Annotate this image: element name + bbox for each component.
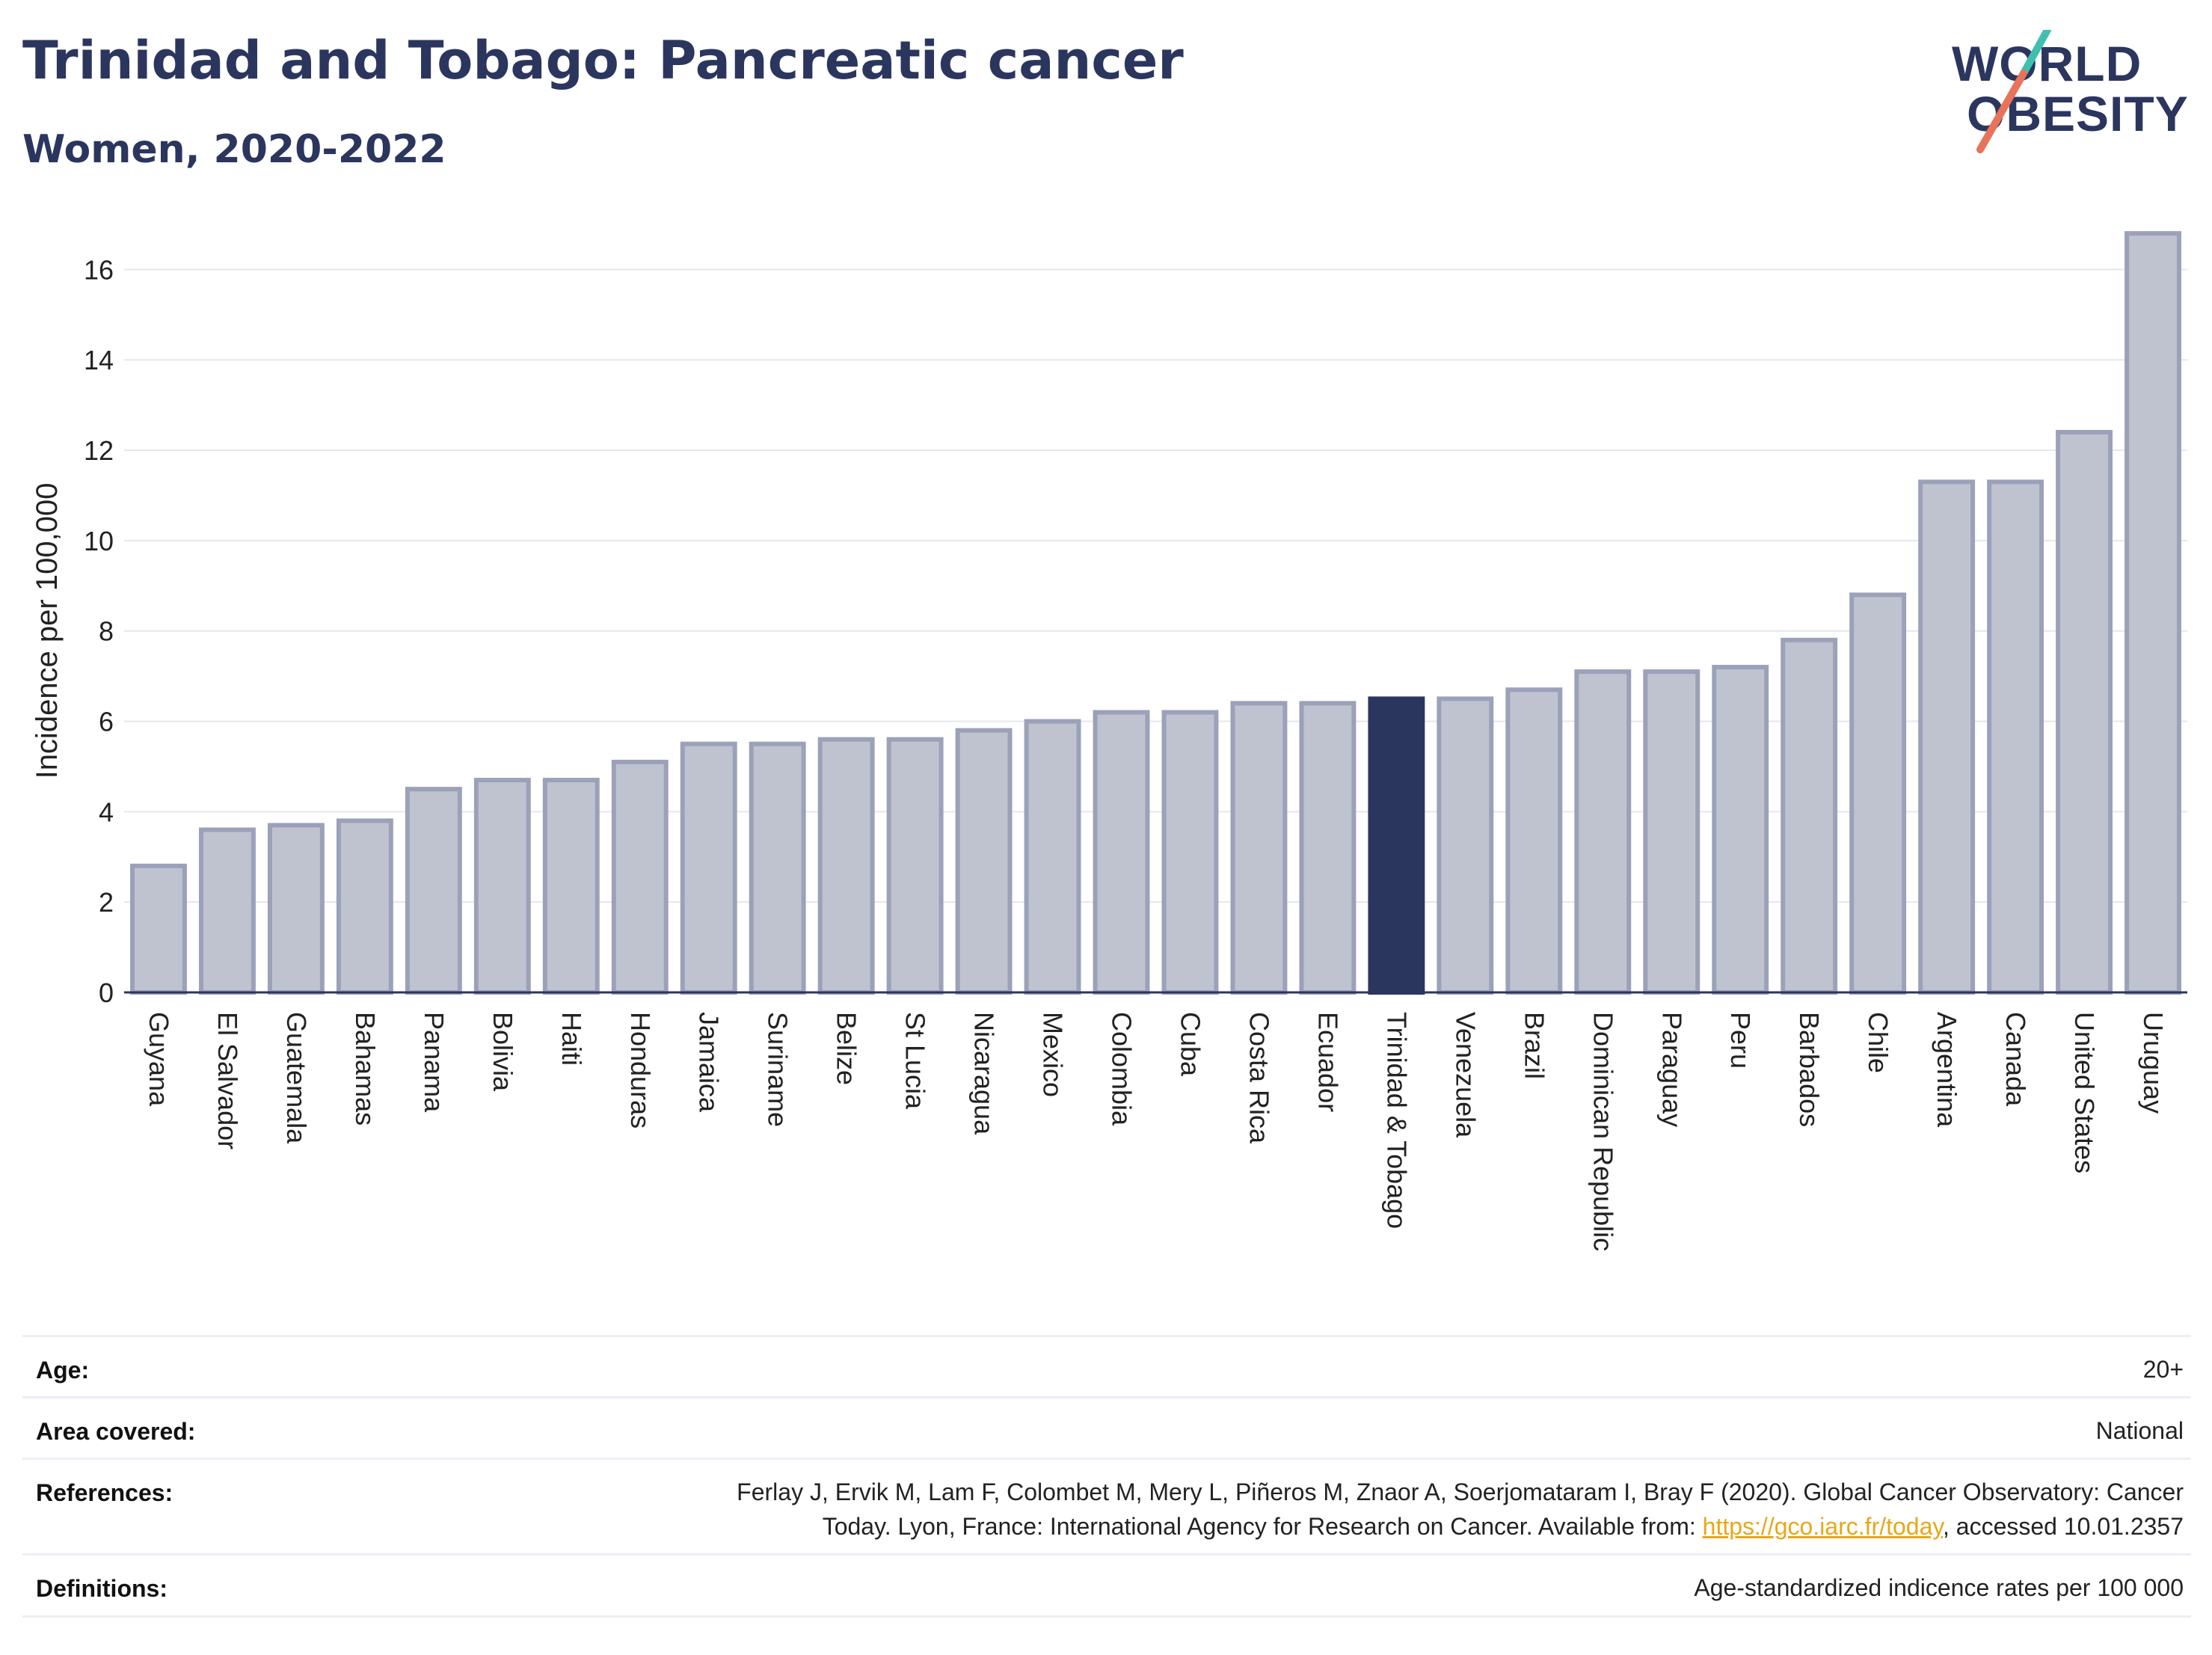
- bar-paraguay: [1643, 669, 1701, 995]
- info-row-references: References: Ferlay J, Ervik M, Lam F, Co…: [22, 1458, 2191, 1554]
- bar-costa-rica: [1230, 701, 1288, 995]
- x-tick-label: Belize: [832, 1012, 862, 1085]
- x-tick-label: Peru: [1725, 1012, 1756, 1069]
- x-tick-label: Canada: [2000, 1012, 2031, 1107]
- y-tick-label: 10: [84, 526, 114, 556]
- definitions-label: Definitions:: [36, 1575, 168, 1602]
- logo-line1: WORLD: [1952, 36, 2142, 91]
- chart-title: Trinidad and Tobago: Pancreatic cancer: [22, 30, 1184, 91]
- logo-slash-top: [2020, 30, 2051, 77]
- y-tick-label: 0: [99, 977, 114, 1008]
- info-row-age: Age: 20+: [22, 1335, 2191, 1397]
- bar-dominican-republic: [1574, 669, 1632, 995]
- bar-mexico: [1024, 719, 1081, 995]
- x-tick-label: Mexico: [1038, 1012, 1069, 1097]
- y-tick-label: 16: [84, 254, 114, 285]
- y-tick-label: 4: [99, 796, 114, 827]
- y-tick-label: 6: [99, 707, 114, 737]
- bar-canada: [1987, 479, 2044, 995]
- bar-jamaica: [680, 741, 737, 995]
- x-tick-label: Nicaragua: [969, 1012, 1000, 1135]
- bar-argentina: [1918, 479, 1976, 995]
- x-axis-labels: Guyana El Salvador Guatemala Bahamas Panama B…: [144, 1012, 2169, 1251]
- references-link[interactable]: https://gco.iarc.fr/today: [1702, 1513, 1943, 1540]
- chart-subtitle: Women, 2020-2022: [22, 127, 446, 172]
- bar-st-lucia: [886, 737, 944, 995]
- bar-united-states: [2056, 429, 2113, 995]
- x-tick-label: Dominican Republic: [1588, 1012, 1618, 1251]
- info-row-definitions: Definitions: Age-standardized indicence …: [22, 1553, 2191, 1618]
- x-tick-label: Paraguay: [1656, 1012, 1687, 1127]
- y-tick-label: 2: [99, 887, 114, 918]
- bar-panama: [405, 787, 462, 995]
- bar-peru: [1712, 665, 1769, 995]
- bar-cuba: [1161, 710, 1219, 995]
- x-tick-label: Barbados: [1794, 1012, 1825, 1127]
- y-tick-label: 12: [84, 435, 114, 466]
- x-tick-label: Panama: [419, 1012, 449, 1113]
- world-obesity-logo: WORLD OBESITY: [1952, 30, 2188, 153]
- references-line2-pre: Today. Lyon, France: International Agenc…: [822, 1513, 1703, 1540]
- bar-ecuador: [1299, 701, 1357, 995]
- info-row-area: Area covered: National: [22, 1396, 2191, 1458]
- bar-honduras: [611, 759, 669, 995]
- y-tick-label: 8: [99, 616, 114, 647]
- y-axis-ticks: 0 2 4 6 8 10 12 14 16: [84, 254, 114, 1008]
- area-value: National: [2095, 1417, 2184, 1444]
- x-tick-label: Brazil: [1519, 1012, 1549, 1079]
- x-tick-label: United States: [2069, 1012, 2100, 1173]
- bar-belize: [817, 737, 875, 995]
- x-tick-label: Cuba: [1175, 1012, 1205, 1077]
- bar-guatemala: [267, 823, 325, 995]
- bars: [130, 231, 2181, 995]
- bar-colombia: [1093, 710, 1150, 995]
- references-value: Ferlay J, Ervik M, Lam F, Colombet M, Me…: [737, 1475, 2184, 1544]
- x-tick-label: Ecuador: [1312, 1012, 1343, 1112]
- bar-bahamas: [336, 818, 393, 995]
- bar-nicaragua: [955, 728, 1013, 995]
- age-value: 20+: [2142, 1356, 2184, 1383]
- x-tick-label: Suriname: [763, 1012, 793, 1127]
- x-tick-label: Guatemala: [281, 1012, 312, 1144]
- definitions-value: Age-standardized indicence rates per 100…: [1694, 1574, 2184, 1601]
- x-tick-label: Trinidad & Tobago: [1381, 1012, 1412, 1229]
- x-tick-label: Argentina: [1932, 1012, 1962, 1128]
- bar-trinidad-tobago: [1368, 696, 1425, 995]
- bar-chart: 0 2 4 6 8 10 12 14 16 Guyana El Salvador Guatemala…: [31, 231, 2187, 1251]
- references-label: References:: [36, 1479, 173, 1506]
- logo-slash-bottom: [1976, 70, 2027, 153]
- bar-venezuela: [1437, 696, 1494, 995]
- x-tick-label: Costa Rica: [1244, 1012, 1274, 1144]
- x-tick-label: El Salvador: [212, 1012, 243, 1149]
- x-tick-label: Haiti: [556, 1012, 587, 1066]
- x-tick-label: Colombia: [1107, 1012, 1137, 1126]
- bar-uruguay: [2125, 231, 2181, 995]
- x-tick-label: Bolivia: [488, 1012, 518, 1092]
- x-tick-label: Venezuela: [1450, 1012, 1481, 1138]
- references-line1: Ferlay J, Ervik M, Lam F, Colombet M, Me…: [737, 1479, 2184, 1505]
- references-line2-post: , accessed 10.01.2357: [1942, 1513, 2184, 1540]
- x-tick-label: Guyana: [144, 1012, 174, 1107]
- age-label: Age:: [36, 1357, 90, 1384]
- bar-haiti: [542, 778, 600, 995]
- x-tick-label: St Lucia: [900, 1012, 931, 1110]
- x-tick-label: Jamaica: [694, 1012, 725, 1113]
- bar-brazil: [1505, 687, 1563, 995]
- bar-chile: [1849, 592, 1907, 995]
- grid-lines: [124, 268, 2187, 903]
- bar-suriname: [749, 741, 806, 995]
- area-label: Area covered:: [36, 1418, 196, 1445]
- y-axis-label: Incidence per 100,000: [31, 483, 64, 779]
- y-tick-label: 14: [84, 345, 114, 375]
- bar-bolivia: [473, 778, 531, 995]
- x-tick-label: Honduras: [625, 1012, 656, 1129]
- x-tick-label: Uruguay: [2138, 1012, 2169, 1114]
- x-tick-label: Bahamas: [350, 1012, 381, 1126]
- references-line2: Today. Lyon, France: International Agenc…: [737, 1509, 2184, 1544]
- bar-el-salvador: [199, 827, 256, 995]
- bar-barbados: [1781, 637, 1838, 995]
- x-tick-label: Chile: [1863, 1012, 1893, 1073]
- bar-guyana: [130, 863, 187, 995]
